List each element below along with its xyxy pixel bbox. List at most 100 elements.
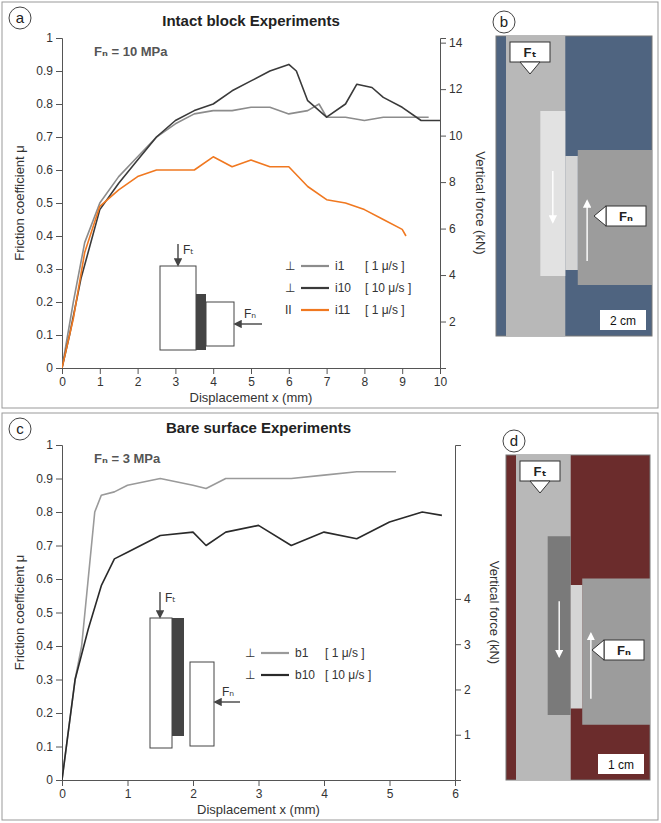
photo-label: Fₜ bbox=[524, 45, 537, 60]
y-axis-title: Friction coefficient μ bbox=[12, 555, 27, 671]
legend-symbol: ⊥ bbox=[245, 646, 255, 660]
photo-label: Fₙ bbox=[617, 643, 631, 658]
legend-rate: [ 10 μ/s ] bbox=[365, 281, 411, 295]
legend-entry: IIi11[ 1 μ/s ] bbox=[285, 303, 405, 317]
tick-label: 6 bbox=[452, 787, 459, 801]
tick-label: 1 bbox=[464, 728, 471, 742]
tick-label: 0 bbox=[59, 375, 66, 389]
tick-mark bbox=[56, 646, 62, 647]
tick: 5 bbox=[248, 368, 255, 389]
tick: 0.2 bbox=[36, 295, 62, 309]
tick: 1 bbox=[46, 438, 62, 452]
inset-block bbox=[160, 266, 196, 350]
tick: 4 bbox=[321, 780, 328, 801]
panel-letter-circle bbox=[493, 11, 515, 33]
tick-mark bbox=[56, 170, 62, 171]
force-box bbox=[520, 461, 560, 481]
arrow bbox=[586, 201, 587, 261]
tick: 0.7 bbox=[36, 539, 62, 553]
tick-mark bbox=[364, 368, 365, 374]
legend-rate: [ 1 μ/s ] bbox=[365, 303, 405, 317]
tick: 0.3 bbox=[36, 262, 62, 276]
tick: 10 bbox=[434, 368, 448, 389]
tick-mark bbox=[56, 137, 62, 138]
tick-mark bbox=[100, 368, 101, 374]
tick-mark bbox=[56, 368, 62, 369]
tick: 0.8 bbox=[36, 97, 62, 111]
tick-label: 2 bbox=[449, 315, 456, 329]
tick: 2 bbox=[440, 315, 456, 329]
tick: 10 bbox=[440, 129, 463, 143]
chart-title: Bare surface Experiments bbox=[166, 419, 351, 436]
tick-mark bbox=[56, 203, 62, 204]
force-box bbox=[606, 206, 646, 226]
tick: 7 bbox=[324, 368, 331, 389]
tick-label: 0.8 bbox=[36, 97, 53, 111]
legend-entry: ⊥b10[ 10 μ/s ] bbox=[245, 668, 371, 682]
tick-label: 5 bbox=[248, 375, 255, 389]
axis-line bbox=[63, 781, 456, 787]
legend-swatch bbox=[261, 652, 289, 654]
legend-symbol: II bbox=[285, 303, 292, 317]
tick: 0.3 bbox=[36, 673, 62, 687]
y2-axis: 2468101214 bbox=[440, 36, 463, 369]
panel-letter: a bbox=[16, 9, 25, 26]
tick: 2 bbox=[455, 683, 471, 697]
tick: 3 bbox=[455, 638, 471, 652]
tick-label: 6 bbox=[449, 222, 456, 236]
panel-frame bbox=[2, 413, 658, 820]
tick-mark bbox=[138, 368, 139, 374]
legend-entry: ⊥i10[ 10 μ/s ] bbox=[285, 281, 411, 295]
y2-axis: 1234 bbox=[455, 446, 471, 781]
series-line bbox=[62, 64, 440, 368]
photo-steel-block bbox=[516, 455, 571, 780]
tick-label: 2 bbox=[135, 375, 142, 389]
tick: 5 bbox=[387, 780, 394, 801]
tick-label: 1 bbox=[97, 375, 104, 389]
tick: 0.2 bbox=[36, 706, 62, 720]
tick-label: 6 bbox=[286, 375, 293, 389]
axis-line bbox=[456, 446, 462, 781]
tick-label: 0.9 bbox=[36, 472, 53, 486]
panel-letter: c bbox=[16, 420, 24, 437]
x-axis: 012345678910 bbox=[59, 368, 447, 389]
photo-steel-block bbox=[582, 579, 650, 725]
tick-mark bbox=[56, 713, 62, 714]
tick-label: 0.4 bbox=[36, 639, 53, 653]
photo-sample bbox=[571, 585, 583, 709]
tick-label: 0.1 bbox=[36, 740, 53, 754]
x-axis-title: Displacement x (mm) bbox=[190, 390, 313, 405]
y-axis: 00.10.20.30.40.50.60.70.80.91 bbox=[36, 31, 62, 375]
tick-label: 9 bbox=[399, 375, 406, 389]
tick-mark bbox=[193, 780, 194, 786]
tick-label: 0 bbox=[59, 787, 66, 801]
tick-mark bbox=[251, 368, 252, 374]
tick-label: 0.1 bbox=[36, 328, 53, 342]
annotation: Fₙ = 3 MPa bbox=[94, 451, 161, 466]
tick: 0 bbox=[46, 361, 62, 375]
tick: 0.9 bbox=[36, 472, 62, 486]
tick: 4 bbox=[440, 268, 456, 282]
legend-entry: ⊥ b1 [ 1 μ/s ] bbox=[245, 646, 365, 660]
panel-letter-circle bbox=[9, 418, 31, 440]
tick-mark bbox=[440, 229, 446, 230]
series-line bbox=[62, 157, 406, 368]
tick-label: 2 bbox=[190, 787, 197, 801]
series-line bbox=[62, 472, 396, 780]
x-axis: 0123456 bbox=[59, 780, 459, 801]
tick-mark bbox=[56, 445, 62, 446]
scale-box bbox=[600, 310, 646, 330]
tick: 14 bbox=[440, 36, 463, 50]
plot-area bbox=[62, 472, 442, 780]
legend-label: b1 bbox=[295, 646, 309, 660]
legend-rate: [ 10 μ/s ] bbox=[325, 668, 371, 682]
series-line bbox=[62, 104, 429, 368]
inset-block bbox=[190, 662, 214, 746]
tick: 0.5 bbox=[36, 196, 62, 210]
tick-mark bbox=[327, 368, 328, 374]
tick-mark bbox=[56, 236, 62, 237]
legend-rate: [ 1 μ/s ] bbox=[325, 646, 365, 660]
inset-label: Fₜ bbox=[183, 243, 194, 257]
tick: 8 bbox=[362, 368, 369, 389]
tick-mark bbox=[440, 182, 446, 183]
